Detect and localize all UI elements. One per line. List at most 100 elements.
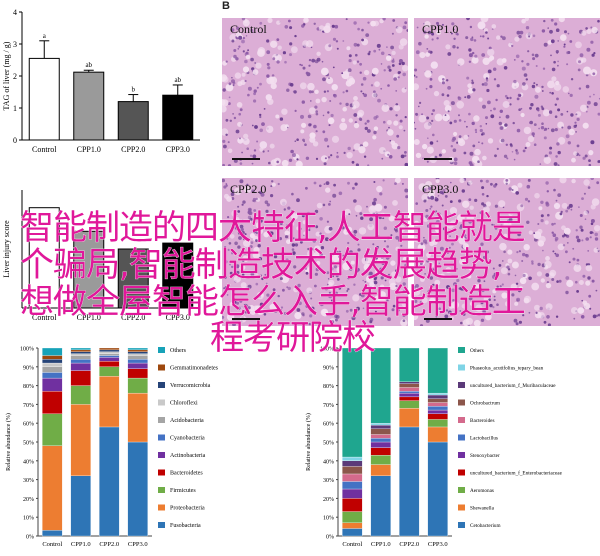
stack-segment xyxy=(370,434,391,439)
legend-swatch xyxy=(158,382,165,388)
stack-segment xyxy=(370,347,391,424)
legend-swatch xyxy=(158,452,165,458)
stack-segment xyxy=(42,445,63,531)
stack-segment xyxy=(370,475,391,537)
stack-segment xyxy=(370,447,391,456)
stack-segment xyxy=(370,423,391,426)
x-tick-label: CPP2.0 xyxy=(121,145,145,154)
stack-segment xyxy=(127,362,148,369)
stack-segment xyxy=(399,408,420,428)
legend-label: Cyanobacteria xyxy=(170,436,205,442)
legend-swatch xyxy=(158,522,165,528)
y-tick-label: 70% xyxy=(23,403,34,409)
stack-segment xyxy=(399,387,420,392)
legend-swatch xyxy=(158,487,165,493)
legend-label: Bacteroides xyxy=(470,418,495,424)
stack-segment xyxy=(127,377,148,394)
legend-label: Cetobacterium xyxy=(470,523,501,529)
x-tick-label: CPP3.0 xyxy=(128,541,148,548)
bar xyxy=(117,101,149,141)
stack-segment xyxy=(427,413,448,420)
legend-swatch xyxy=(458,469,465,476)
bar xyxy=(117,248,149,309)
x-tick-label: CPP2.0 xyxy=(121,313,145,322)
legend-label: Bacteroidetes xyxy=(170,471,203,477)
y-tick-label: 0% xyxy=(26,535,34,541)
stack-segment xyxy=(70,362,91,371)
stack-segment xyxy=(70,351,91,354)
legend-label: Firmicutes xyxy=(170,488,196,494)
y-axis-label: Relative abundance (%) xyxy=(305,413,312,471)
legend-label: uncultured_bacterium_f_Enterobacteriacea… xyxy=(470,470,563,477)
x-tick-label: CPP1.0 xyxy=(77,145,101,154)
legend-swatch xyxy=(458,417,465,423)
y-tick-label: 20% xyxy=(323,497,334,503)
scale-bar xyxy=(424,158,452,160)
stack-segment xyxy=(99,349,120,352)
legend-label: uncultured_bacterium_f_Muribaculaceae xyxy=(470,382,556,389)
legend-swatch xyxy=(458,452,465,458)
legend-swatch xyxy=(458,364,465,371)
y-axis-label: TAG of liver (mg / g) xyxy=(2,41,11,110)
stack-segment xyxy=(399,347,420,382)
x-tick-label: CPP2.0 xyxy=(99,541,119,548)
y-tick-label: 10% xyxy=(23,516,34,522)
stack-segment xyxy=(399,396,420,401)
stack-segment xyxy=(42,359,63,364)
bar xyxy=(73,71,105,141)
y-tick-label: 70% xyxy=(323,403,334,409)
x-tick-label: Control xyxy=(342,541,362,548)
stack-segment xyxy=(399,426,420,537)
stack-segment xyxy=(70,404,91,476)
legend-label: Stenoxybacter xyxy=(470,453,500,459)
micrograph-cpp2: CPP2.0 xyxy=(222,178,408,326)
stack-segment xyxy=(342,347,363,458)
stack-segment xyxy=(127,347,148,351)
y-tick-label: 10% xyxy=(323,516,334,522)
stack-segment xyxy=(427,419,448,428)
stack-segment xyxy=(399,391,420,394)
stack-segment xyxy=(42,362,63,367)
legend-label: Phaseolus_acutifolius_tepary_bean xyxy=(470,365,544,372)
x-tick-label: CPP3.0 xyxy=(166,313,190,322)
stack-segment xyxy=(99,355,120,358)
significance-letter: a xyxy=(43,32,47,40)
legend-swatch xyxy=(158,417,165,423)
stack-segment xyxy=(427,398,448,403)
legend-swatch xyxy=(458,382,465,388)
stack-segment xyxy=(127,353,148,356)
legend-swatch xyxy=(158,399,165,406)
stack-segment xyxy=(370,424,391,429)
stack-segment xyxy=(342,488,363,499)
y-tick-label: 100% xyxy=(20,347,34,353)
stack-segment xyxy=(99,353,120,356)
x-tick-label: Control xyxy=(32,313,57,322)
stack-segment xyxy=(342,456,363,461)
x-tick-label: CPP1.0 xyxy=(371,541,391,548)
stack-segment xyxy=(42,377,63,392)
y-tick-label: 50% xyxy=(323,441,334,447)
legend-label: Verrucomicrobia xyxy=(170,383,211,389)
significance-letter: ab xyxy=(174,76,181,84)
stack-segment xyxy=(342,466,363,475)
stack-segment xyxy=(99,426,120,537)
legend-swatch xyxy=(458,504,465,511)
x-tick-label: CPP1.0 xyxy=(71,541,91,548)
bar xyxy=(73,230,105,309)
stack-segment xyxy=(42,391,63,414)
legend-label: Acidobacteria xyxy=(170,418,204,424)
legend-label: Others xyxy=(170,348,187,354)
legend-label: Shewanella xyxy=(470,506,495,512)
legend-label: Proteobacteria xyxy=(170,506,205,512)
stack-segment xyxy=(427,406,448,411)
stack-segment xyxy=(99,366,120,377)
phylum-abundance-chart: 0% 10% 20% 30% 40% 50% 60% 70% 80% 90% 100% Relativ… xyxy=(5,347,219,549)
stack-segment xyxy=(342,481,363,490)
significance-letter: ab xyxy=(85,61,92,69)
y-tick-label: 3 xyxy=(13,40,17,49)
x-tick-label: CPP1.0 xyxy=(77,313,101,322)
y-tick-label: 40% xyxy=(23,459,34,465)
stack-segment xyxy=(127,351,148,354)
stack-segment xyxy=(42,347,63,356)
legend-label: Fusobacteria xyxy=(170,523,201,529)
